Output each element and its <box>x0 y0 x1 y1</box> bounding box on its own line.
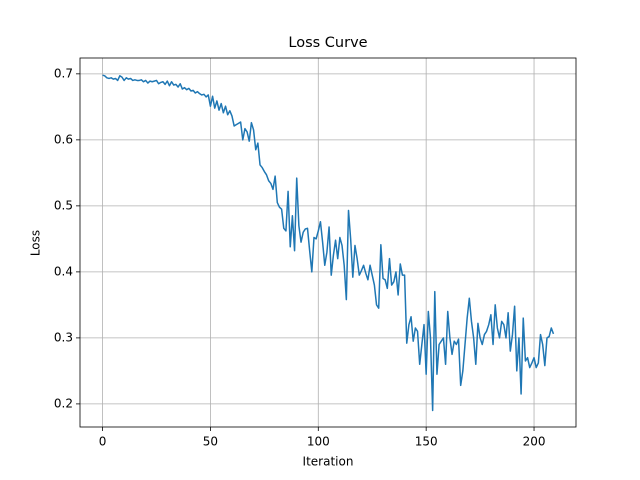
x-tick-label: 150 <box>415 435 438 449</box>
y-tick-label: 0.5 <box>54 198 73 212</box>
y-tick-label: 0.7 <box>54 66 73 80</box>
y-tick-label: 0.4 <box>54 264 73 278</box>
y-axis-label: Loss <box>29 230 43 256</box>
y-tick-label: 0.6 <box>54 132 73 146</box>
x-axis-label: Iteration <box>303 455 354 469</box>
x-tick-label: 100 <box>307 435 330 449</box>
x-tick-label: 50 <box>203 435 218 449</box>
y-tick-label: 0.3 <box>54 330 73 344</box>
line-series <box>102 74 555 412</box>
chart-title: Loss Curve <box>288 35 367 51</box>
x-tick-label: 200 <box>523 435 546 449</box>
x-tick-label: 0 <box>99 435 107 449</box>
y-tick-label: 0.2 <box>54 396 73 410</box>
plot-frame <box>79 57 577 428</box>
